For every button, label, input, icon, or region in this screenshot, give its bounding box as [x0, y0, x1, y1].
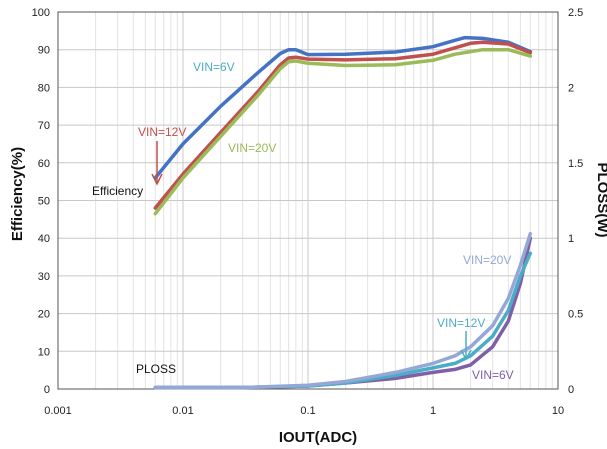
y-axis-title: Efficiency(%): [9, 147, 26, 241]
y2-tick-label: 1: [568, 233, 574, 245]
y-tick-label: 10: [38, 346, 50, 358]
y2-tick-label: 0: [568, 384, 574, 396]
annotation-arrowhead-vin12-loss: [460, 349, 472, 361]
x-tick-label: 10: [552, 405, 564, 417]
y-tick-label: 0: [44, 384, 50, 396]
x-tick-label: 1: [430, 405, 436, 417]
y2-tick-label: 2: [568, 82, 574, 94]
y2-tick-label: 2.5: [568, 7, 583, 19]
annotation-ploss: PLOSS: [136, 362, 176, 376]
series-line-efficiency-1: [153, 40, 533, 210]
y2-axis-ticks: 0 0.5 1 1.5 2 2.5: [568, 7, 583, 396]
x-tick-label: 0.001: [44, 405, 72, 417]
annotation-vin20-eff: VIN=20V: [228, 141, 276, 155]
annotation-arrowhead-vin12: [151, 173, 163, 186]
y-tick-label: 70: [38, 120, 50, 132]
x-axis-ticks: 0.001 0.01 0.1 1 10: [44, 405, 564, 417]
annotation-vin12-eff: VIN=12V: [138, 125, 186, 139]
y2-tick-label: 0.5: [568, 309, 583, 321]
plot-frame: [57, 11, 559, 390]
x-axis-title: IOUT(ADC): [279, 429, 357, 446]
y2-tick-label: 1.5: [568, 158, 583, 170]
annotation-vin6-loss: VIN=6V: [472, 368, 514, 382]
annotation-vin20-loss: VIN=20V: [463, 253, 511, 267]
x-tick-label: 0.01: [172, 405, 193, 417]
y-tick-label: 40: [38, 233, 50, 245]
series-lines: [153, 35, 533, 390]
x-tick-label: 0.1: [300, 405, 315, 417]
annotation-efficiency: Efficiency: [92, 184, 143, 198]
y-tick-label: 90: [38, 45, 50, 57]
series-line-ploss-5: [153, 231, 533, 390]
series-line-efficiency-0: [153, 35, 533, 180]
series-line-efficiency-2: [153, 47, 533, 216]
annotation-vin12-loss: VIN=12V: [437, 316, 485, 330]
y-tick-label: 80: [38, 82, 50, 94]
y-tick-label: 20: [38, 309, 50, 321]
y-tick-label: 30: [38, 271, 50, 283]
y-tick-label: 60: [38, 158, 50, 170]
y-tick-label: 100: [32, 7, 50, 19]
y-axis-ticks: 0 10 20 30 40 50 60 70 80 90 100: [32, 7, 50, 396]
y-tick-label: 50: [38, 196, 50, 208]
annotation-vin6-eff: VIN=6V: [193, 60, 235, 74]
y2-axis-title: PLOSS(W): [594, 163, 607, 238]
